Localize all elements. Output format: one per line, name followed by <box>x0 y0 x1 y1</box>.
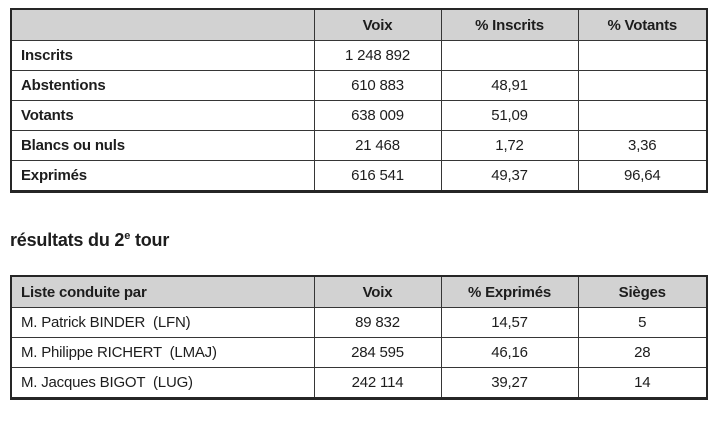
summary-pct-inscrits-value: 51,09 <box>440 100 579 131</box>
candidate-list-label: M. Jacques BIGOT (LUG) <box>10 367 315 399</box>
summary-table-row: Blancs ou nuls 21 468 1,72 3,36 <box>10 130 708 161</box>
summary-row-label: Votants <box>10 100 315 131</box>
summary-pct-votants-value <box>577 100 708 131</box>
summary-pct-inscrits-value: 49,37 <box>440 160 579 192</box>
summary-row-label: Exprimés <box>10 160 315 192</box>
summary-row-label: Inscrits <box>10 40 315 71</box>
second-round-results-table: Liste conduite par Voix % Exprimés Siège… <box>10 275 708 400</box>
results-header-row: Liste conduite par Voix % Exprimés Siège… <box>10 275 708 308</box>
summary-table-row: Abstentions 610 883 48,91 <box>10 70 708 101</box>
results-sieges-value: 5 <box>577 307 708 338</box>
results-voix-value: 242 114 <box>313 367 442 399</box>
results-header-pct-exprimes: % Exprimés <box>440 275 579 308</box>
summary-pct-inscrits-value: 48,91 <box>440 70 579 101</box>
results-table-row: M. Philippe RICHERT (LMAJ) 284 595 46,16… <box>10 337 708 368</box>
results-header-sieges: Sièges <box>577 275 708 308</box>
heading-superscript: e <box>124 230 131 242</box>
summary-row-label: Blancs ou nuls <box>10 130 315 161</box>
section-heading-second-round: résultats du 2e tour <box>10 230 706 251</box>
summary-header-pct-inscrits: % Inscrits <box>440 8 579 41</box>
summary-pct-inscrits-value: 1,72 <box>440 130 579 161</box>
heading-text-suffix: tour <box>130 230 170 250</box>
results-voix-value: 89 832 <box>313 307 442 338</box>
results-sieges-value: 28 <box>577 337 708 368</box>
results-header-liste: Liste conduite par <box>10 275 315 308</box>
results-pct-exprimes-value: 14,57 <box>440 307 579 338</box>
results-voix-value: 284 595 <box>313 337 442 368</box>
results-pct-exprimes-value: 39,27 <box>440 367 579 399</box>
summary-voix-value: 616 541 <box>313 160 442 192</box>
results-table-row: M. Patrick BINDER (LFN) 89 832 14,57 5 <box>10 307 708 338</box>
summary-pct-votants-value: 3,36 <box>577 130 708 161</box>
candidate-list-label: M. Philippe RICHERT (LMAJ) <box>10 337 315 368</box>
summary-voix-value: 610 883 <box>313 70 442 101</box>
summary-table-row: Inscrits 1 248 892 <box>10 40 708 71</box>
summary-header-voix: Voix <box>313 8 442 41</box>
summary-pct-votants-value <box>577 70 708 101</box>
summary-voix-value: 1 248 892 <box>313 40 442 71</box>
summary-header-empty <box>10 8 315 41</box>
participation-summary-table: Voix % Inscrits % Votants Inscrits 1 248… <box>10 8 708 193</box>
summary-pct-inscrits-value <box>440 40 579 71</box>
summary-table-row: Votants 638 009 51,09 <box>10 100 708 131</box>
summary-row-label: Abstentions <box>10 70 315 101</box>
summary-pct-votants-value: 96,64 <box>577 160 708 192</box>
summary-table-row: Exprimés 616 541 49,37 96,64 <box>10 160 708 192</box>
results-header-voix: Voix <box>313 275 442 308</box>
heading-text-prefix: résultats du 2 <box>10 230 125 250</box>
results-sieges-value: 14 <box>577 367 708 399</box>
results-pct-exprimes-value: 46,16 <box>440 337 579 368</box>
summary-header-pct-votants: % Votants <box>577 8 708 41</box>
summary-voix-value: 21 468 <box>313 130 442 161</box>
summary-header-row: Voix % Inscrits % Votants <box>10 8 708 41</box>
results-table-row: M. Jacques BIGOT (LUG) 242 114 39,27 14 <box>10 367 708 399</box>
summary-pct-votants-value <box>577 40 708 71</box>
summary-voix-value: 638 009 <box>313 100 442 131</box>
document-page: Voix % Inscrits % Votants Inscrits 1 248… <box>10 8 708 400</box>
candidate-list-label: M. Patrick BINDER (LFN) <box>10 307 315 338</box>
